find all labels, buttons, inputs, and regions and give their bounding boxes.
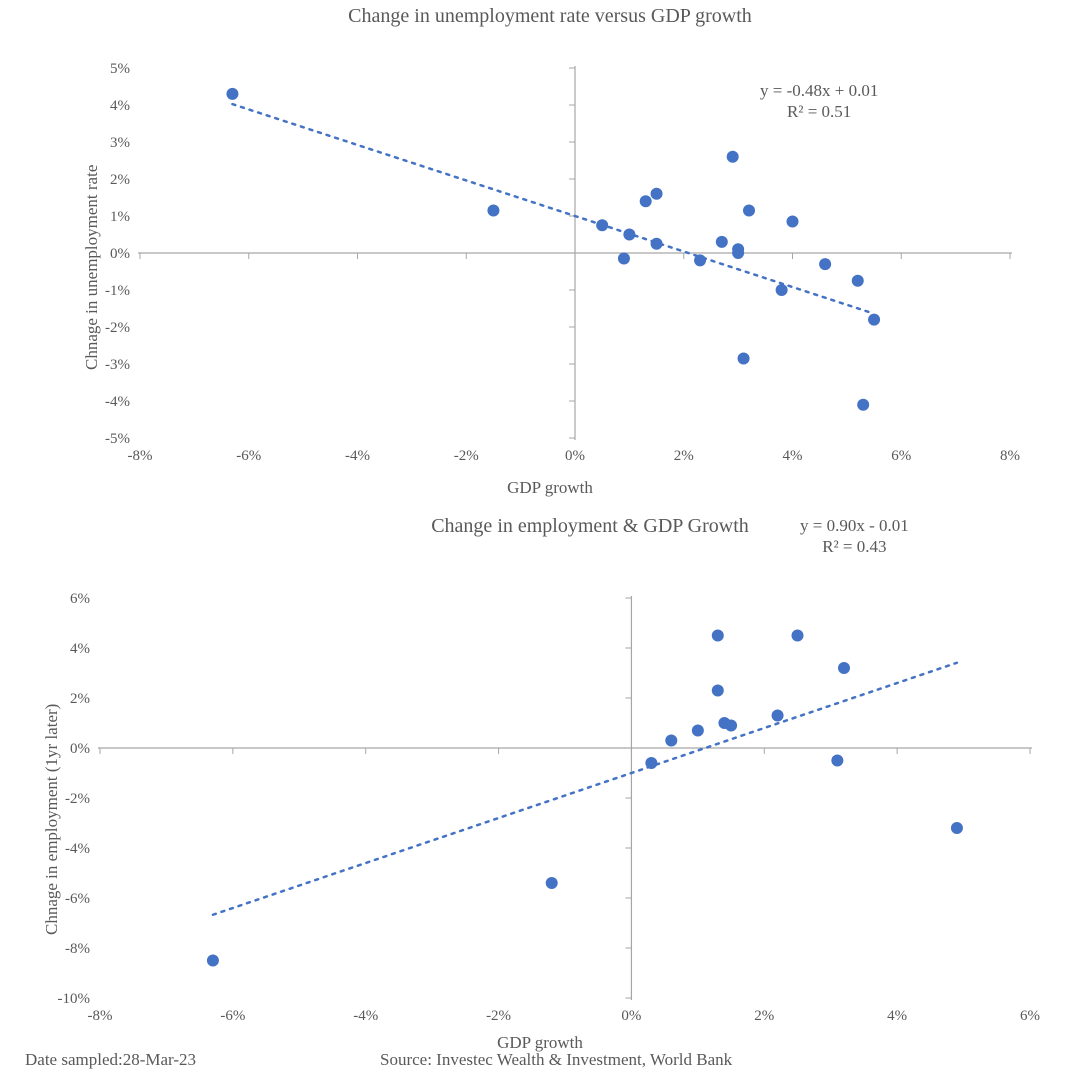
svg-text:-3%: -3% [105, 357, 130, 373]
unemployment-vs-gdp-chart: Change in unemployment rate versus GDP g… [70, 5, 1030, 498]
svg-text:0%: 0% [70, 741, 90, 757]
chart1-title: Change in unemployment rate versus GDP g… [70, 5, 1030, 28]
svg-text:4%: 4% [783, 448, 803, 464]
svg-text:4%: 4% [70, 641, 90, 657]
page: Change in unemployment rate versus GDP g… [0, 0, 1088, 1078]
chart1-equation-formula: y = -0.48x + 0.01 [760, 81, 878, 100]
svg-text:-4%: -4% [65, 841, 90, 857]
chart1-equation-r2: R² = 0.51 [787, 102, 851, 121]
svg-text:-10%: -10% [58, 991, 91, 1007]
svg-text:-6%: -6% [65, 891, 90, 907]
svg-text:4%: 4% [110, 98, 130, 114]
svg-text:3%: 3% [110, 135, 130, 151]
svg-text:-6%: -6% [220, 1008, 245, 1024]
svg-text:-4%: -4% [105, 394, 130, 410]
chart1-equation: y = -0.48x + 0.01 R² = 0.51 [760, 80, 878, 123]
chart2-y-axis-label: Chnage in employment (1yr later) [42, 704, 62, 935]
date-sampled-label: Date sampled:28-Mar-23 [25, 1050, 196, 1070]
svg-text:-5%: -5% [105, 431, 130, 447]
chart2-equation: y = 0.90x - 0.01 R² = 0.43 [800, 515, 909, 558]
svg-text:-8%: -8% [88, 1008, 113, 1024]
svg-text:2%: 2% [674, 448, 694, 464]
svg-text:6%: 6% [70, 591, 90, 607]
svg-text:-8%: -8% [65, 941, 90, 957]
svg-text:-6%: -6% [236, 448, 261, 464]
svg-text:-2%: -2% [454, 448, 479, 464]
svg-text:0%: 0% [110, 246, 130, 262]
chart2-equation-r2: R² = 0.43 [822, 537, 886, 556]
svg-text:2%: 2% [110, 172, 130, 188]
svg-text:6%: 6% [891, 448, 911, 464]
svg-text:0%: 0% [565, 448, 585, 464]
svg-text:-2%: -2% [486, 1008, 511, 1024]
svg-text:-2%: -2% [65, 791, 90, 807]
svg-text:-2%: -2% [105, 320, 130, 336]
chart1-y-axis-label: Chnage in unemployment rate [82, 165, 102, 370]
svg-text:-1%: -1% [105, 283, 130, 299]
svg-text:8%: 8% [1000, 448, 1020, 464]
svg-text:4%: 4% [887, 1008, 907, 1024]
svg-text:2%: 2% [70, 691, 90, 707]
source-label: Source: Investec Wealth & Investment, Wo… [380, 1050, 732, 1070]
employment-vs-gdp-chart: Change in employment & GDP Growth Chnage… [30, 515, 1050, 1053]
svg-text:-8%: -8% [128, 448, 153, 464]
svg-text:0%: 0% [621, 1008, 641, 1024]
svg-text:5%: 5% [110, 61, 130, 77]
chart2-equation-formula: y = 0.90x - 0.01 [800, 516, 909, 535]
chart1-plot: -8% -6% -4% -2% 0% 2% 4% 6% 8% -5% -4% -3% -2% -1% 0% 1… [70, 28, 1030, 498]
svg-text:-4%: -4% [353, 1008, 378, 1024]
svg-text:6%: 6% [1020, 1008, 1040, 1024]
svg-text:-4%: -4% [345, 448, 370, 464]
svg-text:1%: 1% [110, 209, 130, 225]
chart2-plot: -8%-6%-4%-2%0%2%4%6%-10%-8%-6%-4%-2%0%2%… [30, 538, 1050, 1053]
chart1-x-axis-label: GDP growth [70, 478, 1030, 498]
svg-text:2%: 2% [754, 1008, 774, 1024]
